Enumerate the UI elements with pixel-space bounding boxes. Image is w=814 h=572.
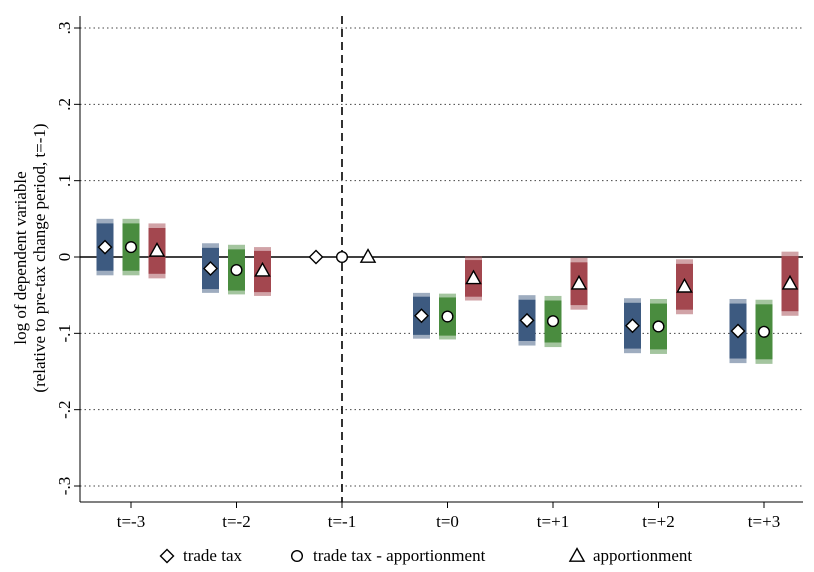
triangle-marker — [676, 277, 693, 293]
triangle-marker — [359, 248, 377, 263]
x-tick-label: t=-1 — [328, 512, 356, 531]
diamond-marker — [203, 260, 218, 276]
y-tick-label: .2 — [55, 98, 74, 111]
triangle-marker — [465, 269, 482, 285]
diamond-marker — [625, 318, 640, 334]
y-axis-label-line1: log of dependent variable — [11, 171, 30, 344]
y-tick-label: .1 — [55, 174, 74, 187]
diamond-marker — [730, 323, 746, 339]
triangle-marker — [781, 274, 799, 290]
confidence-intervals — [96, 218, 799, 364]
legend-circle-marker — [290, 549, 304, 563]
triangle-marker — [254, 261, 271, 277]
diamond-marker — [414, 308, 429, 324]
x-tick-label: t=+3 — [748, 512, 780, 531]
y-tick-label: -.1 — [55, 324, 74, 342]
y-axis-label-line2: (relative to pre-tax change period, t=-1… — [30, 123, 49, 392]
circle-marker — [757, 325, 771, 338]
circle-marker — [546, 315, 560, 328]
legend-label: trade tax - apportionment — [313, 546, 486, 565]
diamond-marker — [97, 239, 113, 255]
x-tick-label: t=+2 — [642, 512, 674, 531]
x-tick-label: t=0 — [436, 512, 459, 531]
legend-diamond-marker — [159, 548, 175, 564]
circle-marker — [230, 263, 243, 277]
x-tick-labels: t=-3 t=-2 t=-1 t=0 t=+1 t=+2 t=+3 — [117, 512, 780, 531]
circle-marker — [652, 320, 665, 333]
point-estimates — [97, 239, 799, 339]
circle-marker — [441, 310, 454, 323]
diamond-marker — [519, 312, 535, 328]
x-tick-label: t=-2 — [222, 512, 250, 531]
y-tick-labels: .3 .2 .1 0 -.1 -.2 -.3 — [55, 22, 74, 496]
y-tick-label: 0 — [55, 253, 74, 262]
axes — [74, 16, 803, 508]
x-tick-label: t=+1 — [537, 512, 569, 531]
legend-label: trade tax — [183, 546, 242, 565]
circle-marker — [124, 241, 138, 254]
triangle-marker — [570, 274, 588, 290]
circle-marker — [335, 250, 349, 264]
y-tick-label: -.3 — [55, 477, 74, 495]
y-tick-label: .3 — [55, 22, 74, 35]
x-tick-label: t=-3 — [117, 512, 145, 531]
diamond-marker — [308, 249, 324, 265]
legend-label: apportionment — [593, 546, 692, 565]
legend: trade tax trade tax - apportionment apport… — [159, 546, 692, 565]
legend-triangle-marker — [568, 547, 586, 562]
y-tick-label: -.2 — [55, 400, 74, 418]
triangle-marker — [148, 241, 166, 257]
